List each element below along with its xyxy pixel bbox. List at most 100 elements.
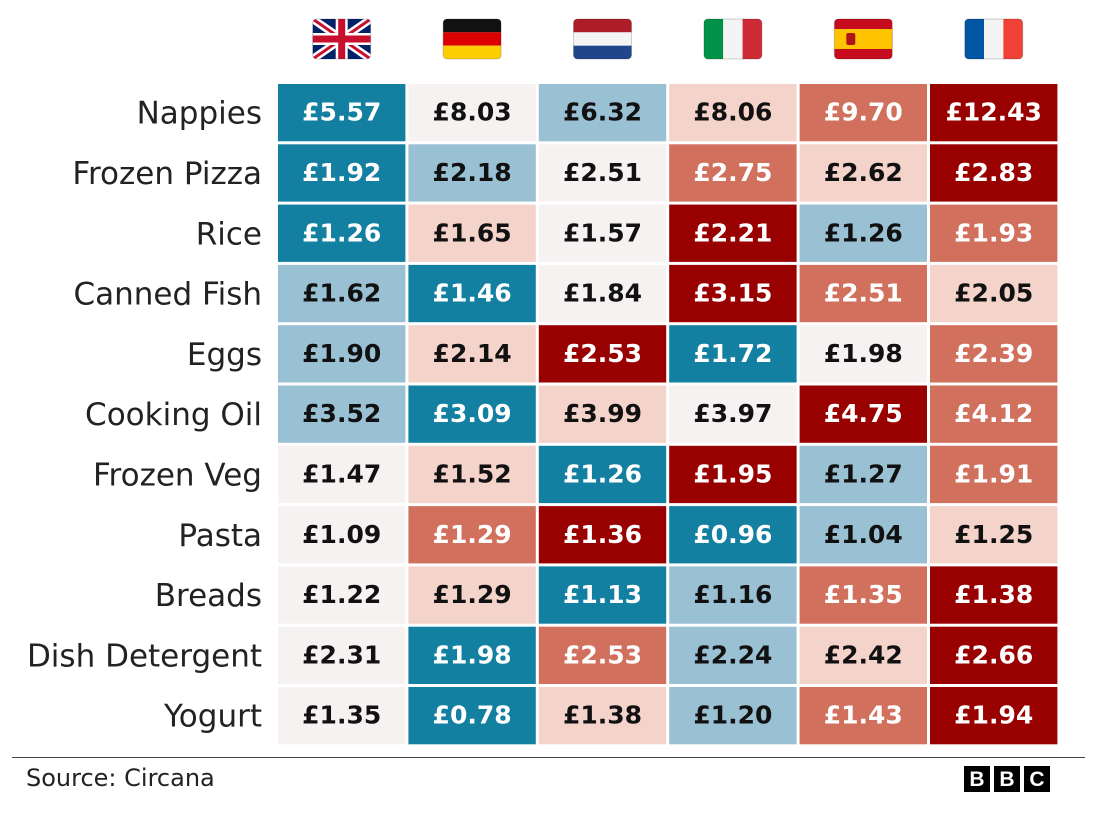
cell-value: £12.43 xyxy=(945,98,1041,127)
heatmap-cell xyxy=(930,506,1058,564)
row-label: Canned Fish xyxy=(73,277,262,313)
heatmap-cell xyxy=(669,687,797,745)
cell-value: £3.52 xyxy=(302,399,381,428)
heatmap-cell xyxy=(930,325,1058,383)
heatmap-cell xyxy=(408,325,536,383)
cell-value: £2.18 xyxy=(433,158,512,187)
heatmap-cell xyxy=(408,204,536,262)
cell-value: £1.43 xyxy=(824,701,903,730)
cell-value: £9.70 xyxy=(824,98,903,127)
row-label: Breads xyxy=(155,578,262,614)
row-label: Eggs xyxy=(187,337,262,373)
cell-value: £1.29 xyxy=(433,520,512,549)
cell-value: £4.75 xyxy=(824,399,903,428)
heatmap-cell xyxy=(538,506,667,564)
cell-value: £1.72 xyxy=(693,339,772,368)
cell-value: £2.53 xyxy=(563,339,642,368)
heatmap-cell xyxy=(538,445,667,504)
heatmap-cell xyxy=(930,385,1058,443)
heatmap-cell xyxy=(669,84,797,142)
heatmap-cell xyxy=(799,264,927,323)
heatmap-cell xyxy=(278,566,406,624)
netherlands-flag-icon xyxy=(573,18,632,60)
row-label: Cooking Oil xyxy=(85,397,262,433)
cell-value: £1.52 xyxy=(433,459,512,488)
heatmap-cell xyxy=(538,204,667,262)
cell-value: £1.29 xyxy=(433,580,512,609)
heatmap-cell xyxy=(799,144,927,202)
heatmap-cell xyxy=(799,566,927,624)
cell-value: £2.42 xyxy=(824,640,903,669)
heatmap-cell xyxy=(408,84,536,142)
country-flags xyxy=(312,18,1024,60)
cell-value: £1.20 xyxy=(693,701,772,730)
cell-value: £1.91 xyxy=(954,459,1033,488)
heatmap-cell xyxy=(538,385,667,443)
italy-flag-icon xyxy=(703,18,763,60)
source-note: Source: Circana xyxy=(26,764,215,792)
cell-value: £3.97 xyxy=(693,399,772,428)
heatmap-cell xyxy=(278,204,406,262)
row-labels: Nappies Frozen Pizza Rice Canned Fish Eggs Co… xyxy=(27,96,262,735)
cell-value: £2.51 xyxy=(824,279,903,308)
row-label: Nappies xyxy=(137,96,262,132)
row-label: Yogurt xyxy=(163,699,262,735)
cell-value: £1.09 xyxy=(302,520,381,549)
cell-value: £1.47 xyxy=(302,459,381,488)
cell-value: £1.92 xyxy=(302,158,381,187)
cell-value: £2.05 xyxy=(954,279,1033,308)
cell-value: £2.14 xyxy=(433,339,512,368)
cell-value: £1.04 xyxy=(824,520,903,549)
cell-value: £1.25 xyxy=(954,520,1033,549)
heatmap-cell xyxy=(278,144,406,202)
cell-value: £8.06 xyxy=(693,98,772,127)
heatmap-cell xyxy=(278,445,406,504)
heatmap-cell xyxy=(669,264,797,323)
cell-value: £1.38 xyxy=(954,580,1033,609)
heatmap-cell xyxy=(538,687,667,745)
cell-value: £1.13 xyxy=(563,580,642,609)
heatmap-cell xyxy=(538,566,667,624)
cell-value: £2.31 xyxy=(302,640,381,669)
cell-value: £1.90 xyxy=(302,339,381,368)
cell-value: £1.93 xyxy=(954,218,1033,247)
cell-value: £3.15 xyxy=(693,279,772,308)
bbc-logo-letter: B xyxy=(964,766,990,792)
heatmap-cell xyxy=(930,445,1058,504)
heatmap-cell xyxy=(799,325,927,383)
row-label: Pasta xyxy=(178,518,262,554)
row-label: Frozen Pizza xyxy=(72,156,262,192)
heatmap-cell xyxy=(669,506,797,564)
cell-value: £2.39 xyxy=(954,339,1033,368)
cell-value: £1.38 xyxy=(563,701,642,730)
heatmap-cell xyxy=(278,325,406,383)
cell-value: £1.35 xyxy=(824,580,903,609)
cell-value: £2.51 xyxy=(563,158,642,187)
heatmap-cell xyxy=(930,626,1058,684)
bbc-logo-letter: C xyxy=(1024,766,1050,792)
bbc-logo: B B C xyxy=(964,766,1050,792)
heatmap-cell xyxy=(799,84,927,142)
france-flag-icon xyxy=(964,18,1024,60)
cell-value: £1.98 xyxy=(824,339,903,368)
heatmap-cell xyxy=(930,687,1058,745)
heatmap-cell xyxy=(538,325,667,383)
heatmap-cells: £5.57 £8.03 £6.32 £8.06 £9.70 £12.43 £1.92 £2.1… xyxy=(278,84,1058,745)
heatmap-cell xyxy=(538,84,667,142)
heatmap-cell xyxy=(408,687,536,745)
cell-value: £1.22 xyxy=(302,580,381,609)
heatmap-cell xyxy=(799,506,927,564)
cell-value: £2.75 xyxy=(693,158,772,187)
cell-value: £4.12 xyxy=(954,399,1033,428)
heatmap-cell xyxy=(408,506,536,564)
heatmap-cell xyxy=(930,264,1058,323)
heatmap-cell xyxy=(669,325,797,383)
cell-value: £1.26 xyxy=(563,459,642,488)
cell-value: £1.65 xyxy=(433,218,512,247)
cell-value: £2.66 xyxy=(954,640,1033,669)
cell-value: £1.84 xyxy=(563,279,642,308)
footer-divider xyxy=(12,757,1085,758)
heatmap-cell xyxy=(538,626,667,684)
cell-value: £1.26 xyxy=(302,218,381,247)
heatmap-cell xyxy=(278,84,406,142)
